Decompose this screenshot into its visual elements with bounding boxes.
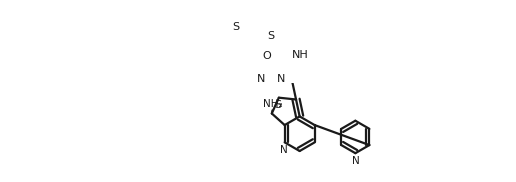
Text: N: N bbox=[277, 74, 285, 84]
Text: N: N bbox=[280, 145, 287, 155]
Text: N: N bbox=[256, 74, 265, 84]
Text: N: N bbox=[352, 156, 360, 166]
Text: O: O bbox=[262, 52, 271, 62]
Text: NH: NH bbox=[292, 50, 309, 60]
Text: NH₂: NH₂ bbox=[263, 99, 283, 109]
Text: S: S bbox=[233, 22, 239, 32]
Text: S: S bbox=[267, 31, 274, 41]
Text: S: S bbox=[274, 100, 281, 110]
